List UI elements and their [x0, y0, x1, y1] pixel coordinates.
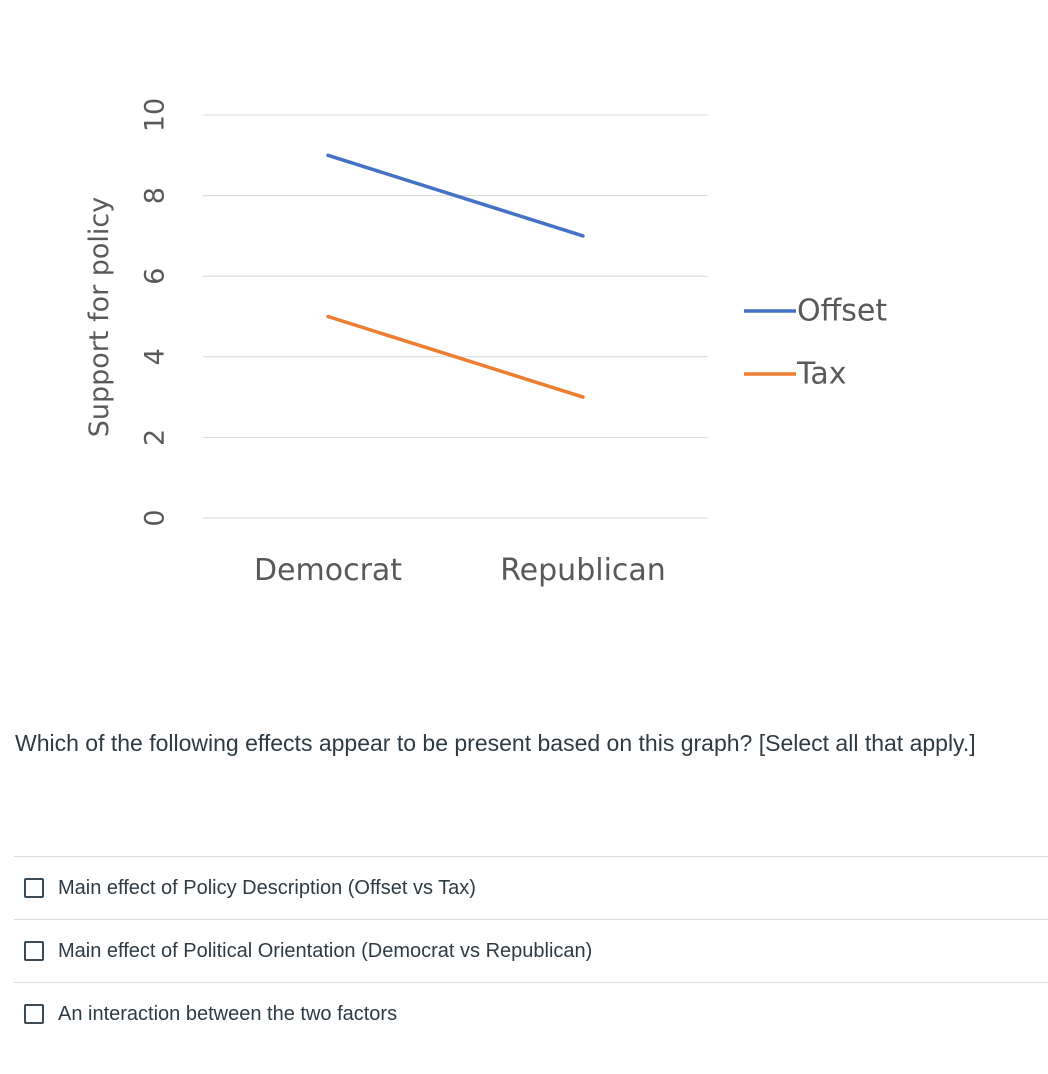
series-line-tax — [326, 314, 585, 399]
y-tick-label: 8 — [140, 187, 171, 204]
answer-list: Main effect of Policy Description (Offse… — [14, 856, 1048, 1045]
checkbox[interactable] — [24, 878, 44, 898]
checkbox[interactable] — [24, 941, 44, 961]
x-category-label: Democrat — [254, 553, 402, 588]
legend-label: Offset — [797, 294, 887, 329]
y-axis-title: Support for policy — [84, 197, 115, 438]
gridlines — [203, 114, 708, 519]
y-tick-label: 0 — [140, 509, 171, 526]
legend: Offset Tax — [744, 294, 887, 392]
legend-label: Tax — [796, 357, 847, 392]
x-category-labels: Democrat Republican — [254, 553, 666, 588]
answer-option-political-orientation[interactable]: Main effect of Political Orientation (De… — [14, 919, 1048, 982]
answer-option-interaction[interactable]: An interaction between the two factors — [14, 982, 1048, 1045]
answer-label: Main effect of Political Orientation (De… — [58, 939, 593, 962]
x-category-label: Republican — [500, 553, 666, 588]
y-tick-label: 2 — [140, 429, 171, 446]
y-tick-label: 10 — [140, 98, 171, 132]
answer-option-policy-description[interactable]: Main effect of Policy Description (Offse… — [14, 856, 1048, 919]
series-line-offset — [326, 153, 585, 238]
line-chart: 0 2 4 6 8 10 Support for policy Democrat Repub… — [84, 98, 887, 588]
question-text: Which of the following effects appear to… — [15, 730, 976, 756]
checkbox[interactable] — [24, 1004, 44, 1024]
answer-label: Main effect of Policy Description (Offse… — [58, 876, 476, 899]
answer-label: An interaction between the two factors — [58, 1002, 398, 1025]
y-tick-label: 4 — [140, 348, 171, 365]
y-tick-labels: 0 2 4 6 8 10 — [140, 98, 171, 527]
series-lines — [326, 153, 585, 399]
y-tick-label: 6 — [140, 268, 171, 285]
